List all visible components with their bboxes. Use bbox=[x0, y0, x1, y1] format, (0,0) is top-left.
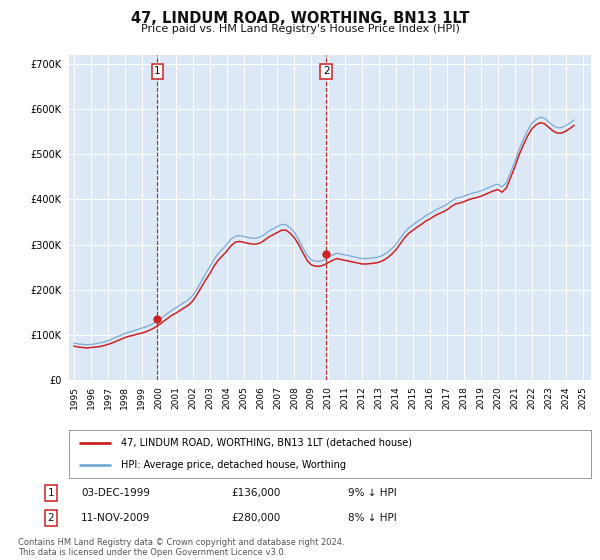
Text: 47, LINDUM ROAD, WORTHING, BN13 1LT (detached house): 47, LINDUM ROAD, WORTHING, BN13 1LT (det… bbox=[121, 438, 412, 448]
Text: 03-DEC-1999: 03-DEC-1999 bbox=[81, 488, 150, 498]
Text: £136,000: £136,000 bbox=[231, 488, 280, 498]
Text: 8% ↓ HPI: 8% ↓ HPI bbox=[348, 513, 397, 523]
Text: 9% ↓ HPI: 9% ↓ HPI bbox=[348, 488, 397, 498]
Text: HPI: Average price, detached house, Worthing: HPI: Average price, detached house, Wort… bbox=[121, 460, 346, 470]
Text: 1: 1 bbox=[154, 67, 161, 76]
Text: 47, LINDUM ROAD, WORTHING, BN13 1LT: 47, LINDUM ROAD, WORTHING, BN13 1LT bbox=[131, 11, 469, 26]
Text: 1: 1 bbox=[47, 488, 55, 498]
Text: Price paid vs. HM Land Registry's House Price Index (HPI): Price paid vs. HM Land Registry's House … bbox=[140, 24, 460, 34]
Text: Contains HM Land Registry data © Crown copyright and database right 2024.
This d: Contains HM Land Registry data © Crown c… bbox=[18, 538, 344, 557]
Text: 2: 2 bbox=[323, 67, 329, 76]
Text: 2: 2 bbox=[47, 513, 55, 523]
Text: 11-NOV-2009: 11-NOV-2009 bbox=[81, 513, 151, 523]
Text: £280,000: £280,000 bbox=[231, 513, 280, 523]
